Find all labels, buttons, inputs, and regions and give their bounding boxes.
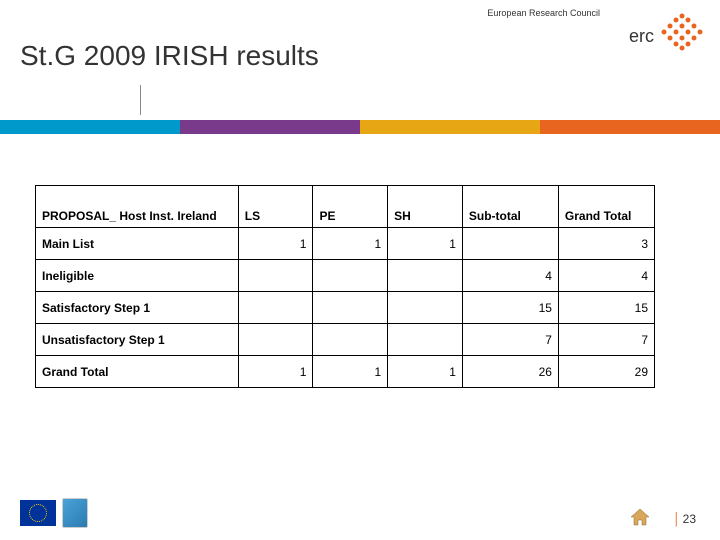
erc-logo: erc <box>614 8 704 58</box>
cell: 29 <box>558 356 654 388</box>
home-icon[interactable] <box>630 508 650 526</box>
color-seg-3 <box>360 120 540 134</box>
table-row: Ineligible 4 4 <box>36 260 655 292</box>
color-seg-4 <box>540 120 720 134</box>
cell <box>388 292 463 324</box>
footer-logos <box>20 498 88 528</box>
cell: 7 <box>462 324 558 356</box>
cell: 1 <box>388 228 463 260</box>
col-head-proposal: PROPOSAL_ Host Inst. Ireland <box>36 186 239 228</box>
cell: 4 <box>462 260 558 292</box>
col-head-pe: PE <box>313 186 388 228</box>
cell <box>238 292 313 324</box>
cell: 4 <box>558 260 654 292</box>
page-title: St.G 2009 IRISH results <box>20 40 319 72</box>
cell: 7 <box>558 324 654 356</box>
color-seg-1 <box>0 120 180 134</box>
erc-logo-text: erc <box>629 26 654 47</box>
cell: 1 <box>313 356 388 388</box>
row-label: Unsatisfactory Step 1 <box>36 324 239 356</box>
cell <box>462 228 558 260</box>
cell: 1 <box>313 228 388 260</box>
table-row: Unsatisfactory Step 1 7 7 <box>36 324 655 356</box>
cell: 15 <box>558 292 654 324</box>
col-head-grandtotal: Grand Total <box>558 186 654 228</box>
row-label: Grand Total <box>36 356 239 388</box>
erc-dots-icon <box>656 8 704 56</box>
cell: 1 <box>238 356 313 388</box>
row-label: Main List <box>36 228 239 260</box>
title-divider <box>140 85 141 115</box>
page-bar-icon: │ <box>673 512 681 526</box>
cell <box>313 292 388 324</box>
table-row: Satisfactory Step 1 15 15 <box>36 292 655 324</box>
cell <box>313 260 388 292</box>
cell: 3 <box>558 228 654 260</box>
page-number: │23 <box>673 512 696 526</box>
cell <box>388 324 463 356</box>
cell: 1 <box>238 228 313 260</box>
cell: 15 <box>462 292 558 324</box>
col-head-sh: SH <box>388 186 463 228</box>
color-bar <box>0 120 720 134</box>
col-head-subtotal: Sub-total <box>462 186 558 228</box>
table-header-row: PROPOSAL_ Host Inst. Ireland LS PE SH Su… <box>36 186 655 228</box>
eu-flag-icon <box>20 500 56 526</box>
cell <box>313 324 388 356</box>
cell: 1 <box>388 356 463 388</box>
fp7-icon <box>62 498 88 528</box>
row-label: Satisfactory Step 1 <box>36 292 239 324</box>
color-seg-2 <box>180 120 360 134</box>
table-row: Main List 1 1 1 3 <box>36 228 655 260</box>
page-number-value: 23 <box>683 512 696 526</box>
results-table: PROPOSAL_ Host Inst. Ireland LS PE SH Su… <box>35 185 655 388</box>
cell <box>238 260 313 292</box>
table-row: Grand Total 1 1 1 26 29 <box>36 356 655 388</box>
row-label: Ineligible <box>36 260 239 292</box>
col-head-ls: LS <box>238 186 313 228</box>
cell <box>388 260 463 292</box>
cell: 26 <box>462 356 558 388</box>
cell <box>238 324 313 356</box>
org-label: European Research Council <box>487 8 600 18</box>
